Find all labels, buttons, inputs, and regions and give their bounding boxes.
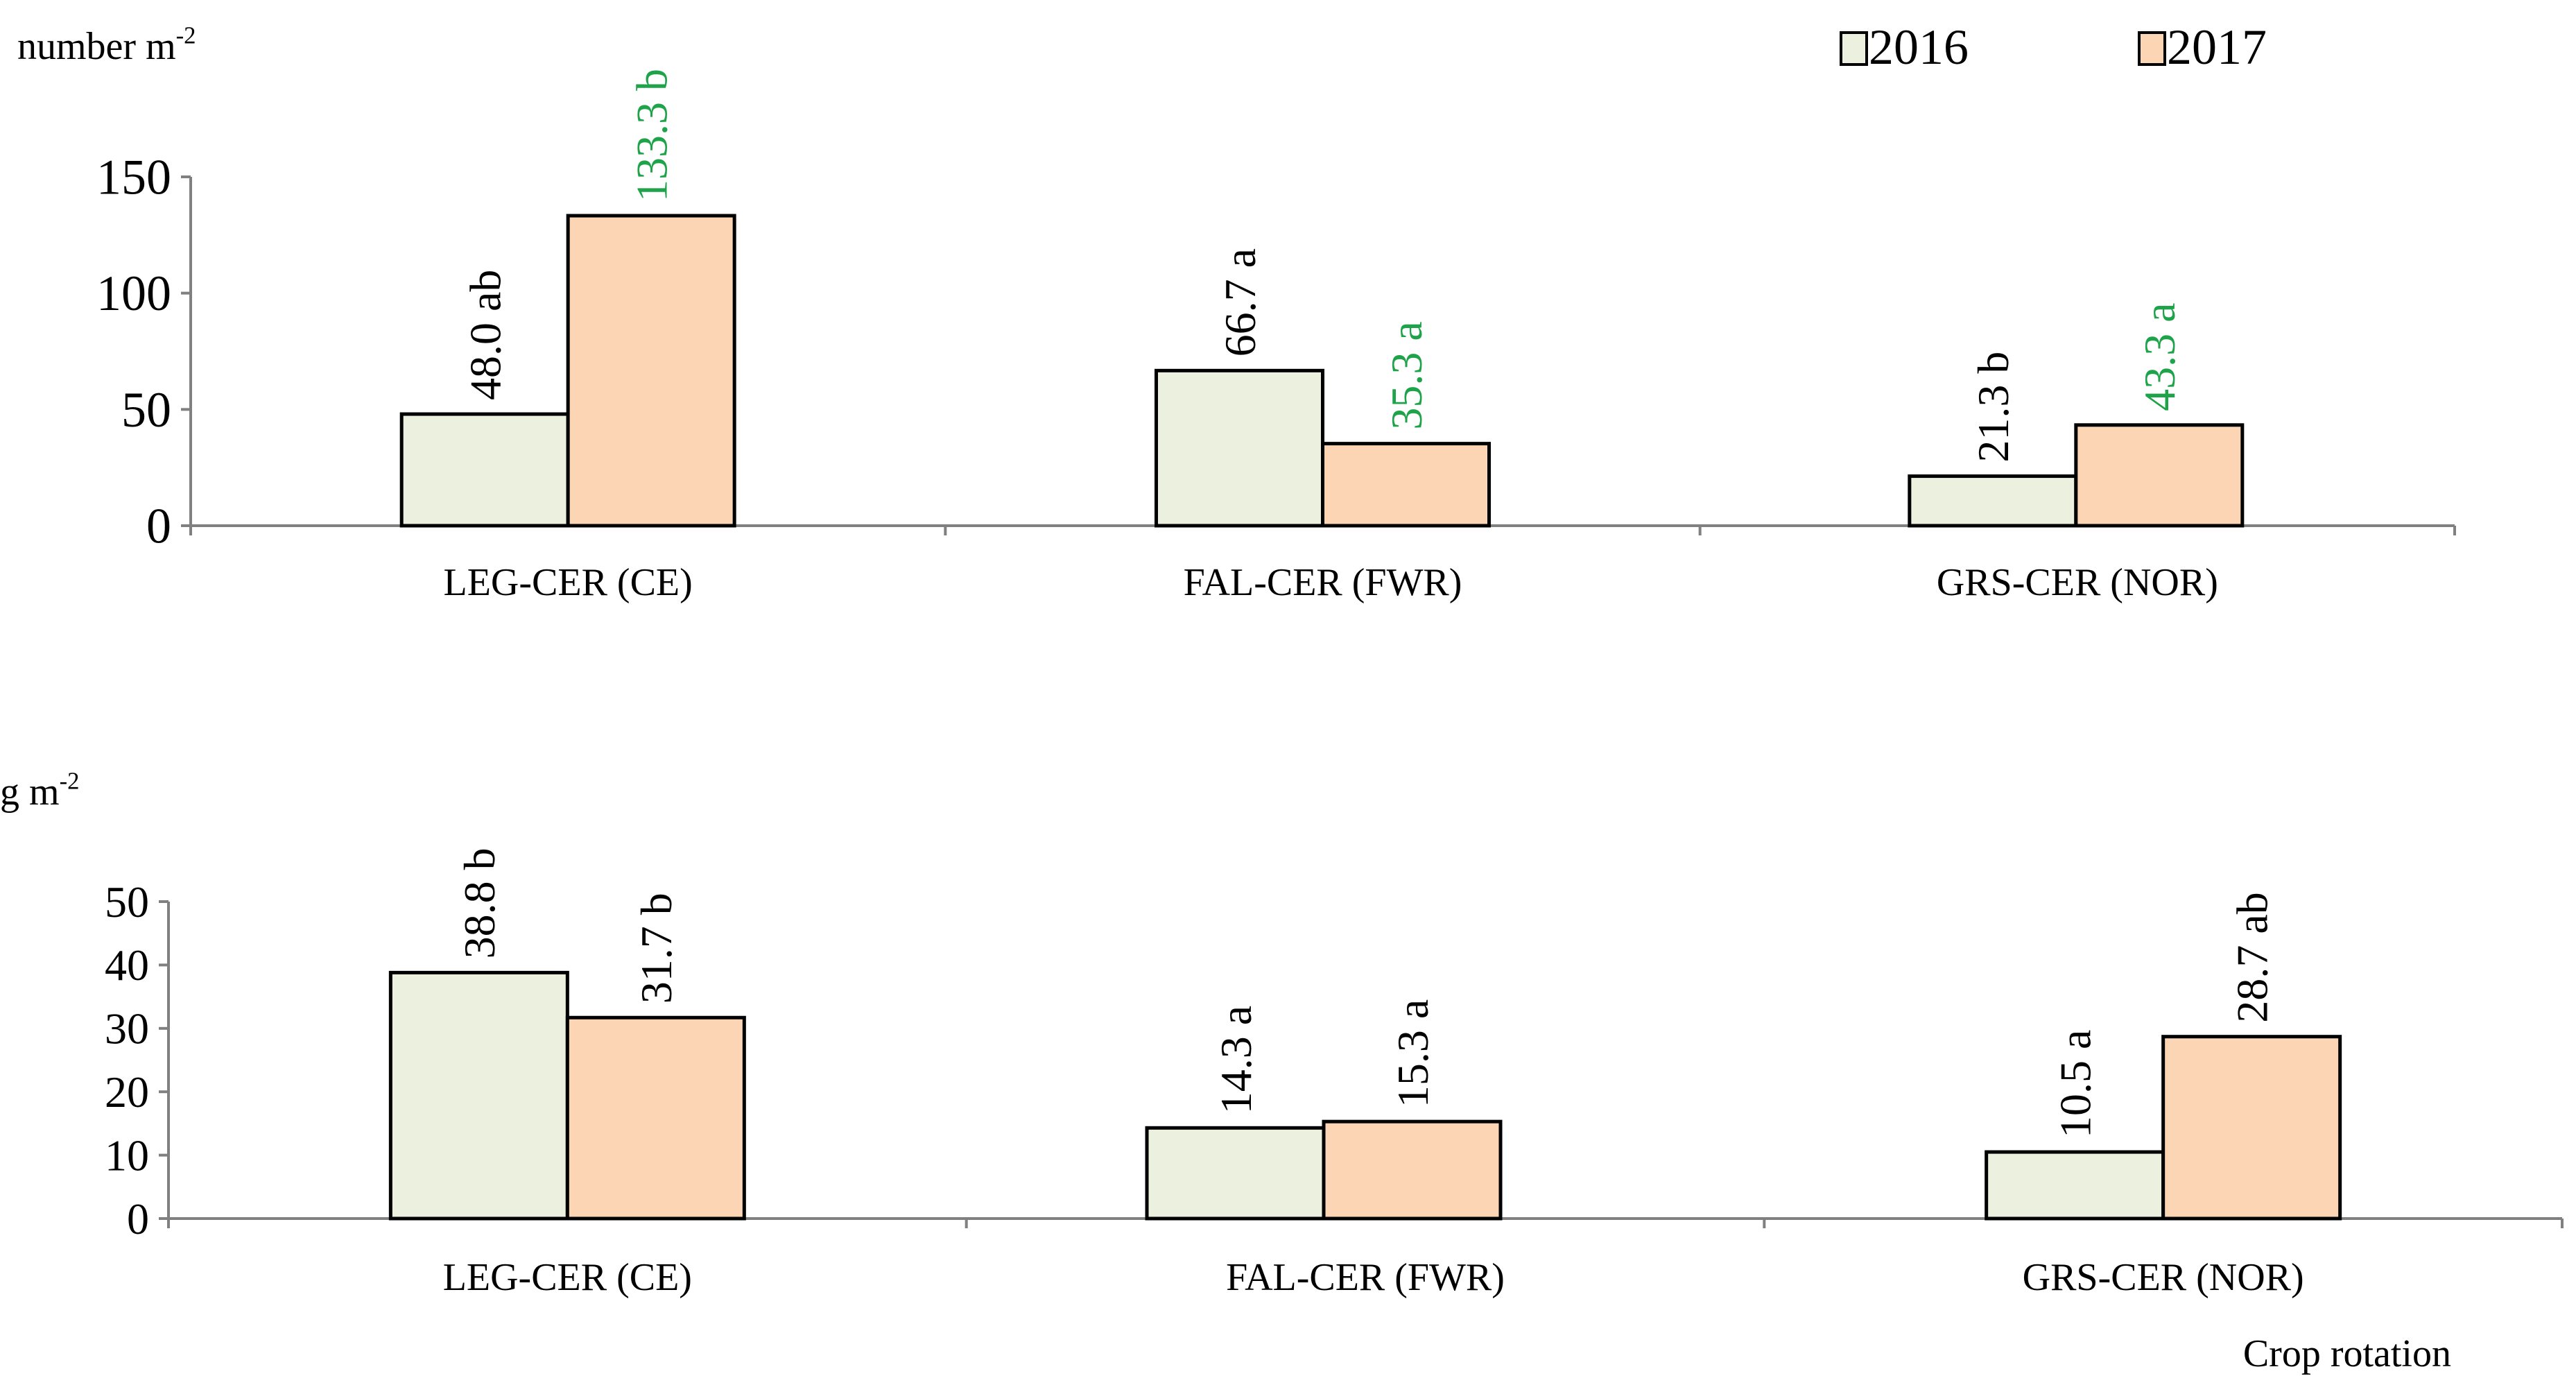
- mass-y-tick-label: 20: [105, 1067, 149, 1117]
- mass-category-label: GRS-CER (NOR): [2023, 1256, 2304, 1299]
- count-data-label: 133.3 b: [628, 69, 677, 202]
- count-data-label: 43.3 a: [2135, 302, 2184, 411]
- count-y-tick-label: 100: [96, 266, 171, 321]
- count-y-tick-label: 50: [121, 382, 171, 438]
- mass-y-axis-label: g m-2: [0, 768, 79, 814]
- mass-y-tick-label: 50: [105, 877, 149, 927]
- count-bar-2017: [1321, 442, 1491, 528]
- legend-label-2017: 2017: [2167, 19, 2267, 75]
- count-y-tick-label: 150: [96, 149, 171, 205]
- mass-category-label: FAL-CER (FWR): [1226, 1256, 1505, 1299]
- count-bar-2017: [566, 214, 736, 528]
- count-data-label: 35.3 a: [1382, 321, 1431, 429]
- mass-y-tick-label: 40: [105, 940, 149, 990]
- chart-mass: 0 10 20 30 40 50 g m-2 LEG-CER (CE) 38.8 b 31.7 b…: [0, 768, 2564, 1299]
- count-data-label: 48.0 ab: [461, 270, 510, 400]
- mass-bar-2017: [2161, 1035, 2342, 1221]
- mass-y-tick-label: 10: [105, 1130, 149, 1180]
- chart-count: 0 50 100 150 number m-2 LEG-CER (CE) 48.0 ab 13…: [17, 22, 2456, 604]
- legend-swatch-2016: [1840, 31, 1868, 66]
- count-bar-2016: [1908, 474, 2078, 528]
- count-bar-2016: [399, 412, 570, 528]
- mass-category-label: LEG-CER (CE): [443, 1256, 692, 1299]
- mass-data-label: 31.7 b: [632, 893, 681, 1004]
- count-bar-2016: [1155, 368, 1324, 528]
- mass-y-tick-label: 30: [105, 1004, 149, 1053]
- count-data-label: 21.3 b: [1969, 352, 2018, 463]
- legend-label-2016: 2016: [1869, 19, 1969, 75]
- count-y-tick-label: 0: [146, 498, 171, 553]
- count-category-label: FAL-CER (FWR): [1184, 561, 1462, 604]
- count-category-label: LEG-CER (CE): [444, 561, 693, 604]
- mass-data-label: 28.7 ab: [2228, 892, 2277, 1022]
- mass-bar-2016: [388, 970, 569, 1221]
- mass-bar-2017: [1322, 1119, 1503, 1221]
- mass-bar-2017: [565, 1015, 746, 1221]
- mass-data-label: 15.3 a: [1388, 999, 1437, 1108]
- count-data-label: 66.7 a: [1216, 248, 1265, 356]
- mass-y-tick-label: 0: [127, 1194, 149, 1244]
- count-category-label: GRS-CER (NOR): [1937, 561, 2218, 604]
- mass-data-label: 10.5 a: [2051, 1030, 2100, 1138]
- legend: 2016 2017: [1840, 19, 2267, 75]
- mass-data-label: 38.8 b: [455, 848, 504, 958]
- mass-bar-2016: [1145, 1126, 1326, 1221]
- x-axis-title: Crop rotation: [2243, 1332, 2451, 1375]
- count-bar-2017: [2074, 423, 2245, 528]
- legend-swatch-2017: [2138, 31, 2166, 66]
- count-y-axis-label: number m-2: [17, 22, 196, 68]
- mass-bar-2016: [1985, 1150, 2166, 1221]
- mass-data-label: 14.3 a: [1211, 1006, 1261, 1114]
